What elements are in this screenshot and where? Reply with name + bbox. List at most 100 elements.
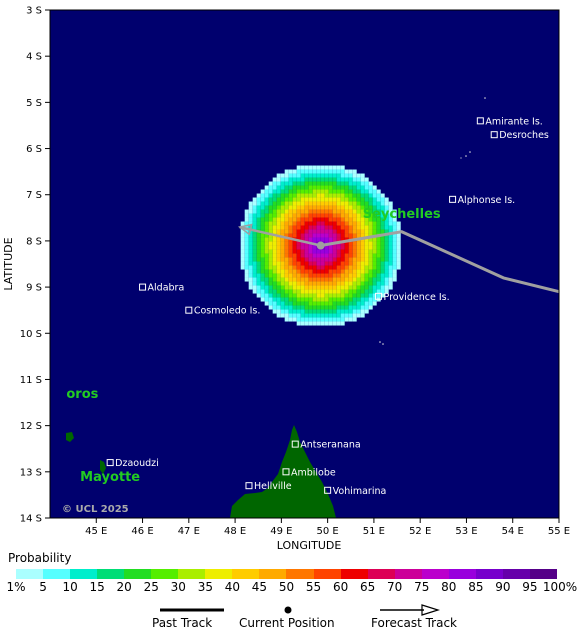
probability-cell xyxy=(380,225,385,230)
probability-cell xyxy=(276,265,281,270)
probability-cell xyxy=(380,269,385,274)
probability-cell xyxy=(372,241,377,246)
probability-cell xyxy=(396,261,401,266)
probability-cell xyxy=(328,285,333,290)
probability-cell xyxy=(376,221,381,226)
probability-cell xyxy=(300,281,305,286)
latitude-tick-label: 9 S xyxy=(26,283,42,294)
probability-cell xyxy=(292,269,297,274)
probability-cell xyxy=(248,213,253,218)
probability-cell xyxy=(352,297,357,302)
probability-cell xyxy=(292,309,297,314)
probability-cell xyxy=(264,245,269,250)
probability-cell xyxy=(308,173,313,178)
probability-cell xyxy=(252,289,257,294)
probability-cell xyxy=(332,217,337,222)
probability-cell xyxy=(348,277,353,282)
probability-cell xyxy=(312,285,317,290)
probability-cell xyxy=(340,281,345,286)
probability-cell xyxy=(372,205,377,210)
probability-cell xyxy=(348,229,353,234)
probability-cell xyxy=(388,253,393,258)
probability-cell xyxy=(304,281,309,286)
probability-cell xyxy=(296,285,301,290)
probability-cell xyxy=(272,305,277,310)
probability-cell xyxy=(316,205,321,210)
probability-cell xyxy=(360,185,365,190)
probability-cell xyxy=(356,173,361,178)
probability-cell xyxy=(324,205,329,210)
probability-cell xyxy=(364,257,369,262)
probability-cell xyxy=(376,261,381,266)
probability-cell xyxy=(312,245,317,250)
forecast-track-legend-symbol xyxy=(380,604,441,616)
probability-cell xyxy=(288,297,293,302)
probability-label: 55 xyxy=(305,580,322,594)
probability-cell xyxy=(292,241,297,246)
probability-cell xyxy=(292,301,297,306)
probability-cell xyxy=(360,281,365,286)
probability-cell xyxy=(380,281,385,286)
probability-cell xyxy=(288,205,293,210)
probability-cell xyxy=(312,201,317,206)
probability-cell xyxy=(288,181,293,186)
probability-cell xyxy=(348,213,353,218)
probability-cell xyxy=(336,229,341,234)
comoros-land xyxy=(66,432,74,442)
probability-cell xyxy=(252,261,257,266)
forecast-track-legend-label: Forecast Track xyxy=(371,616,457,630)
probability-cell xyxy=(332,201,337,206)
probability-cell xyxy=(264,185,269,190)
probability-cell xyxy=(348,181,353,186)
probability-cell xyxy=(252,209,257,214)
probability-cell xyxy=(336,249,341,254)
probability-cell xyxy=(336,297,341,302)
probability-cell xyxy=(260,285,265,290)
probability-cell xyxy=(320,181,325,186)
probability-cell xyxy=(252,221,257,226)
probability-cell xyxy=(304,225,309,230)
probability-cell xyxy=(312,313,317,318)
probability-cell xyxy=(308,265,313,270)
probability-cell xyxy=(360,277,365,282)
probability-cell xyxy=(288,213,293,218)
probability-cell xyxy=(384,197,389,202)
probability-cell xyxy=(272,301,277,306)
probability-cell xyxy=(308,169,313,174)
probability-cell xyxy=(316,269,321,274)
probability-cell xyxy=(344,177,349,182)
probability-cell xyxy=(300,177,305,182)
probability-cell xyxy=(364,297,369,302)
longitude-tick-label: 48 E xyxy=(224,526,246,537)
probability-cell xyxy=(268,181,273,186)
probability-cell xyxy=(308,165,313,170)
probability-cell xyxy=(348,225,353,230)
probability-cell xyxy=(276,293,281,298)
probability-cell xyxy=(340,169,345,174)
probability-cell xyxy=(368,257,373,262)
probability-cell xyxy=(316,221,321,226)
probability-cell xyxy=(320,205,325,210)
probability-cell xyxy=(324,305,329,310)
probability-cell xyxy=(380,273,385,278)
probability-cell xyxy=(372,185,377,190)
probability-cell xyxy=(372,261,377,266)
probability-cell xyxy=(284,289,289,294)
probability-cell xyxy=(248,269,253,274)
probability-cell xyxy=(256,253,261,258)
probability-label: 30 xyxy=(170,580,186,594)
probability-cell xyxy=(268,297,273,302)
probability-cell xyxy=(288,257,293,262)
probability-cell xyxy=(252,269,257,274)
region-label: oros xyxy=(66,387,98,402)
probability-cell xyxy=(268,281,273,286)
probability-swatch xyxy=(313,569,341,579)
probability-cell xyxy=(300,237,305,242)
probability-cell xyxy=(332,205,337,210)
probability-cell xyxy=(360,241,365,246)
probability-cell xyxy=(332,285,337,290)
probability-cell xyxy=(368,273,373,278)
probability-cell xyxy=(244,265,249,270)
probability-cell xyxy=(264,217,269,222)
probability-cell xyxy=(376,201,381,206)
